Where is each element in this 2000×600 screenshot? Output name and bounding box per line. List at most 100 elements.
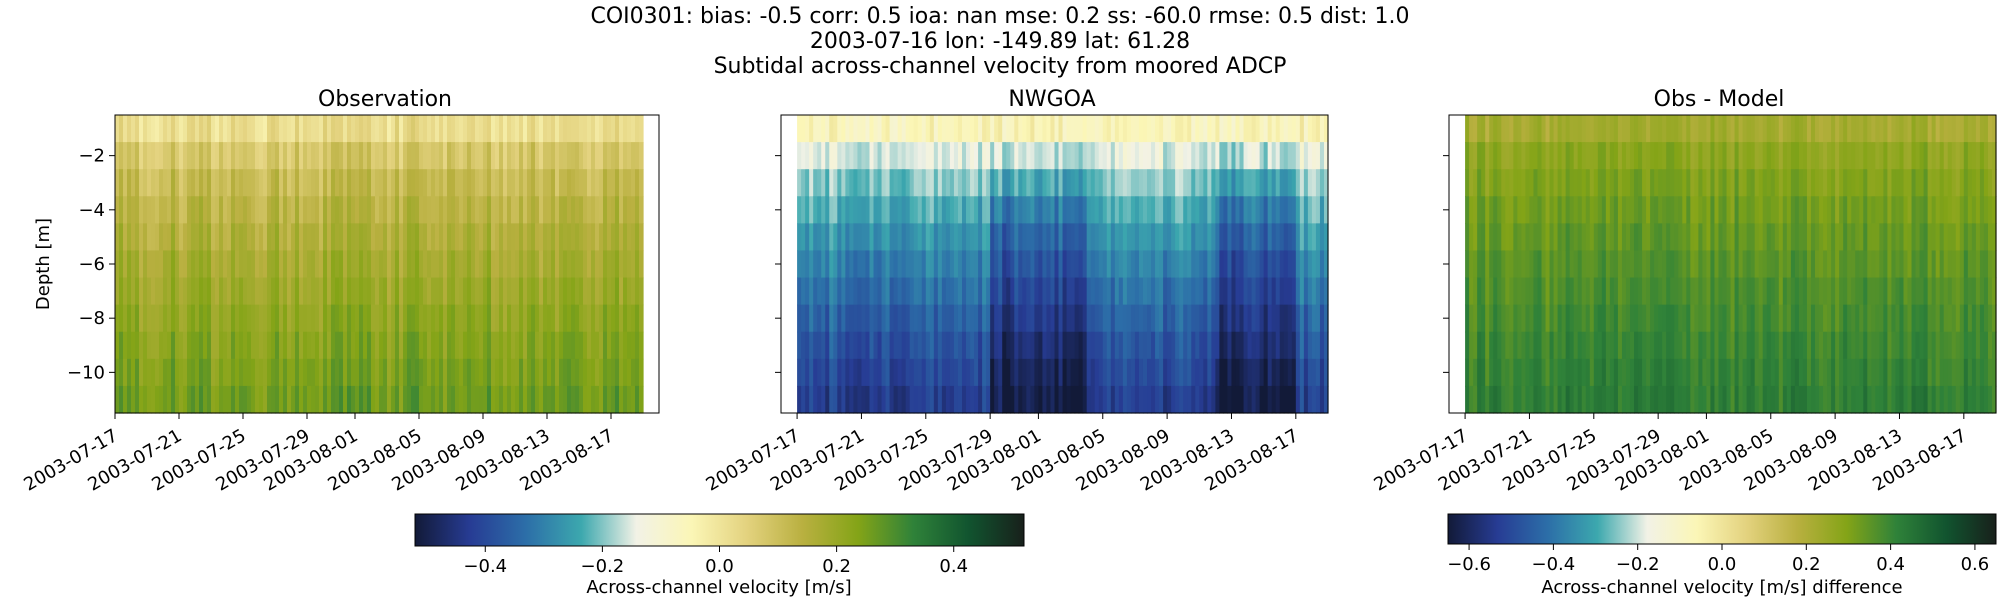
heatmap-cell	[1923, 196, 1929, 224]
heatmap-cell	[595, 142, 600, 170]
heatmap-cell	[1654, 304, 1659, 333]
heatmap-cell	[1895, 304, 1901, 333]
heatmap-cell	[1227, 142, 1233, 170]
heatmap-cell	[1207, 304, 1212, 333]
heatmap-cell	[1058, 358, 1064, 387]
heatmap-cell	[1682, 277, 1687, 306]
heatmap-cell	[1565, 169, 1571, 197]
heatmap-cell	[1766, 358, 1772, 387]
heatmap-cell	[1114, 142, 1120, 170]
heatmap-cell	[1634, 115, 1639, 143]
heatmap-cell	[1167, 250, 1172, 279]
heatmap-cell	[1199, 115, 1204, 143]
heatmap-cell	[1939, 142, 1945, 170]
colorbar-tick-label: 0.4	[1876, 554, 1905, 575]
heatmap-cell	[255, 250, 260, 279]
heatmap-cell	[227, 223, 232, 252]
heatmap-cell	[531, 331, 536, 360]
heatmap-cell	[203, 250, 208, 279]
heatmap-cell	[435, 196, 440, 224]
heatmap-cell	[1875, 304, 1880, 333]
heatmap-cell	[1827, 142, 1832, 170]
heatmap-cell	[503, 223, 508, 252]
heatmap-cell	[809, 142, 814, 170]
heatmap-cell	[131, 277, 136, 306]
heatmap-cell	[1195, 250, 1200, 279]
heatmap-cell	[1315, 142, 1321, 170]
heatmap-cell	[263, 196, 268, 224]
heatmap-cell	[1163, 196, 1168, 224]
heatmap-cell	[1513, 358, 1518, 387]
heatmap-cell	[1002, 142, 1007, 170]
heatmap-cell	[1118, 169, 1124, 197]
heatmap-cell	[957, 115, 963, 143]
panel-title-observation: Observation	[318, 87, 452, 112]
heatmap-cell	[953, 304, 959, 333]
heatmap-cell	[1698, 331, 1703, 360]
heatmap-cell	[1287, 277, 1293, 306]
heatmap-cell	[255, 196, 260, 224]
heatmap-cell	[1617, 196, 1623, 224]
heatmap-cell	[267, 169, 272, 197]
heatmap-cell	[535, 142, 540, 170]
heatmap-cell	[1259, 331, 1265, 360]
heatmap-cell	[1074, 115, 1080, 143]
heatmap-cell	[897, 223, 903, 252]
heatmap-cell	[1227, 358, 1233, 387]
heatmap-cell	[1654, 277, 1659, 306]
heatmap-cell	[1798, 385, 1804, 414]
heatmap-cell	[1726, 250, 1732, 279]
heatmap-cell	[547, 196, 552, 224]
heatmap-cell	[255, 169, 260, 197]
heatmap-cell	[567, 331, 572, 360]
heatmap-cell	[291, 196, 296, 224]
heatmap-cell	[427, 304, 432, 333]
heatmap-cell	[1086, 250, 1092, 279]
heatmap-cell	[1863, 142, 1868, 170]
heatmap-cell	[543, 385, 548, 414]
heatmap-cell	[1871, 385, 1876, 414]
heatmap-cell	[1903, 250, 1909, 279]
heatmap-cell	[307, 223, 312, 252]
heatmap-cell	[231, 169, 236, 197]
heatmap-cell	[1907, 196, 1913, 224]
heatmap-cell	[591, 304, 596, 333]
heatmap-cell	[885, 358, 891, 387]
heatmap-cell	[543, 223, 548, 252]
heatmap-cell	[427, 196, 432, 224]
heatmap-cell	[119, 196, 124, 224]
heatmap-cell	[1062, 358, 1068, 387]
heatmap-cell	[885, 385, 891, 414]
heatmap-cell	[515, 223, 520, 252]
heatmap-cell	[1790, 250, 1796, 279]
heatmap-cell	[1227, 169, 1233, 197]
heatmap-cell	[841, 115, 846, 143]
heatmap-cell	[837, 304, 842, 333]
heatmap-cell	[1943, 142, 1949, 170]
heatmap-cell	[1746, 142, 1752, 170]
heatmap-cell	[211, 223, 216, 252]
heatmap-cell	[391, 250, 396, 279]
heatmap-cell	[319, 331, 324, 360]
heatmap-cell	[1114, 358, 1120, 387]
heatmap-cell	[1742, 277, 1748, 306]
heatmap-cell	[1231, 196, 1237, 224]
colorbar-tick-label: 0.2	[822, 556, 851, 577]
heatmap-cell	[1002, 331, 1007, 360]
heatmap-cell	[1315, 196, 1321, 224]
heatmap-cell	[1947, 358, 1953, 387]
heatmap-cell	[1303, 385, 1309, 414]
heatmap-cell	[1283, 115, 1289, 143]
heatmap-cell	[869, 331, 875, 360]
heatmap-cell	[1702, 223, 1708, 252]
heatmap-cell	[207, 115, 212, 143]
heatmap-cell	[263, 277, 268, 306]
heatmap-cell	[1014, 304, 1019, 333]
heatmap-cell	[821, 196, 826, 224]
heatmap-cell	[1086, 385, 1092, 414]
heatmap-cell	[1911, 223, 1917, 252]
heatmap-cell	[563, 277, 568, 306]
heatmap-cell	[1911, 250, 1917, 279]
heatmap-cell	[1927, 277, 1933, 306]
heatmap-cell	[1577, 331, 1583, 360]
